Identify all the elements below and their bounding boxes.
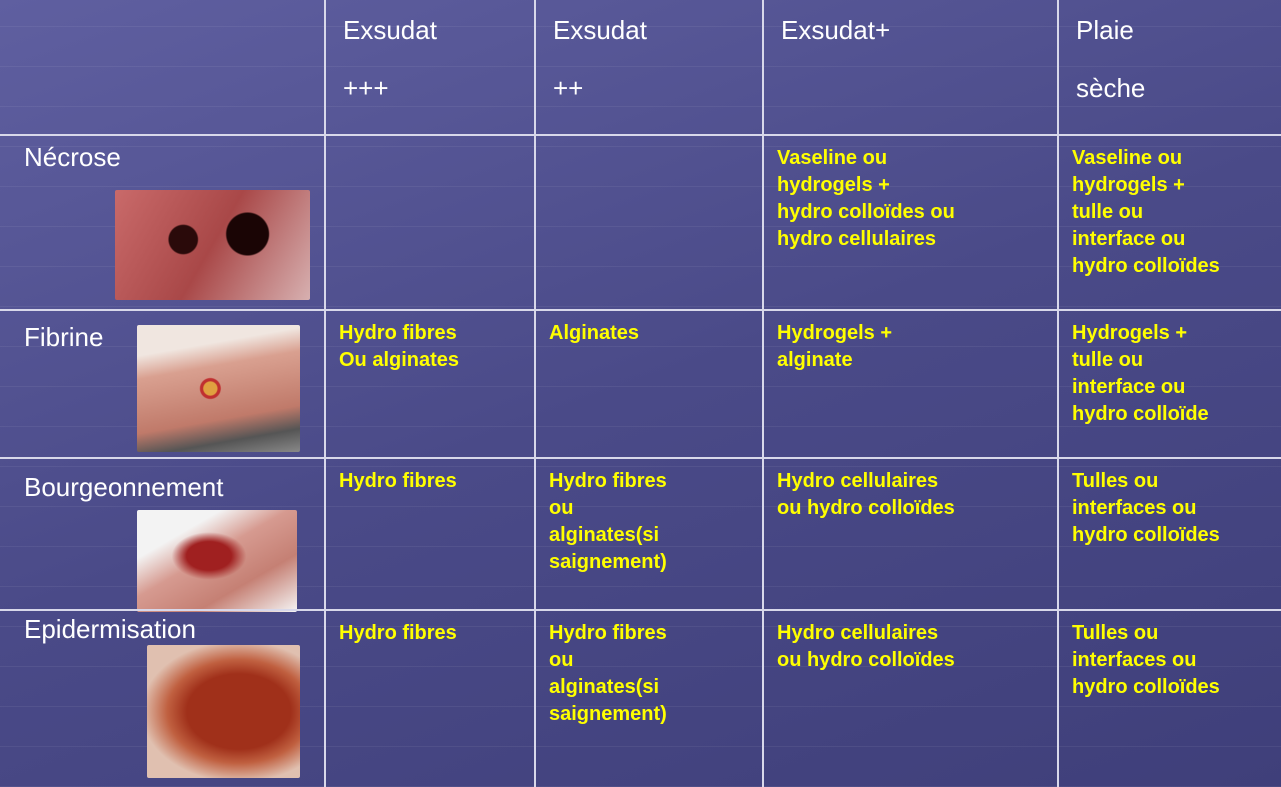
cell-text: hydrogels + <box>777 174 890 196</box>
cell-text: interface ou <box>1072 228 1186 250</box>
header-text: ++ <box>553 73 584 103</box>
cell-text: Vaseline ou <box>1072 147 1183 169</box>
cell-text: saignement) <box>549 551 667 573</box>
cell-text: hydro colloïde <box>1072 403 1209 425</box>
cell-text: hydro colloïdes <box>1072 676 1220 698</box>
cell-text: Ou alginates <box>339 349 460 371</box>
row-line <box>0 309 1281 311</box>
cell: Vaseline ou hydrogels + hydro colloïdes ou… <box>777 145 1058 308</box>
cell: Tulles ou interfaces ou hydro colloïdes <box>1072 468 1281 608</box>
photo-bourgeonnement <box>137 510 297 612</box>
row-line <box>0 609 1281 611</box>
cell: Tulles ou interfaces ou hydro colloïdes <box>1072 620 1281 785</box>
cell-text: Alginates <box>549 322 640 344</box>
header-text: Plaie <box>1076 15 1134 45</box>
cell-text: alginates(si <box>549 524 660 546</box>
column-line <box>762 0 764 787</box>
cell-text: Hydro fibres <box>549 622 667 644</box>
row-label: Bourgeonnement <box>24 472 224 502</box>
cell-text: Tulles ou <box>1072 470 1159 492</box>
cell <box>549 145 763 308</box>
cell: Alginates <box>549 320 763 456</box>
photo-fibrine <box>137 325 300 452</box>
cell: Hydro fibres <box>339 468 535 608</box>
cell: Hydrogels + tulle ou interface ou hydro col… <box>1072 320 1281 456</box>
cell: Vaseline ou hydrogels + tulle ou interface … <box>1072 145 1281 308</box>
cell: Hydrogels + alginate <box>777 320 1058 456</box>
photo-necrose <box>115 190 310 300</box>
header-text: Exsudat <box>553 15 647 45</box>
cell-text: Hydro fibres <box>339 322 457 344</box>
cell-text: Hydro fibres <box>339 470 457 492</box>
header-cell: Exsudat+ <box>781 10 1056 130</box>
cell-text: Hydro fibres <box>339 622 457 644</box>
cell-text: ou hydro colloïdes <box>777 649 955 671</box>
column-line <box>1057 0 1059 787</box>
column-line <box>534 0 536 787</box>
cell-text: alginates(si <box>549 676 660 698</box>
cell-text: alginate <box>777 349 853 371</box>
cell: Hydro fibres ou alginates(si saignement) <box>549 468 763 608</box>
cell-text: interface ou <box>1072 376 1186 398</box>
header-cell: Plaie sèche <box>1076 10 1279 130</box>
cell-text: hydro colloïdes ou <box>777 201 955 223</box>
cell-text: Hydro cellulaires <box>777 622 939 644</box>
cell: Hydro fibres Ou alginates <box>339 320 535 456</box>
cell-text: ou hydro colloïdes <box>777 497 955 519</box>
cell-text: tulle ou <box>1072 349 1144 371</box>
header-text: +++ <box>343 73 389 103</box>
cell: Hydro fibres ou alginates(si saignement) <box>549 620 763 785</box>
cell-text: ou <box>549 649 574 671</box>
header-text: Exsudat <box>343 15 437 45</box>
cell: Hydro cellulaires ou hydro colloïdes <box>777 620 1058 785</box>
cell-text: hydrogels + <box>1072 174 1185 196</box>
cell-text: Hydro cellulaires <box>777 470 939 492</box>
header-cell: Exsudat ++ <box>553 10 761 130</box>
cell <box>339 145 535 308</box>
column-line <box>324 0 326 787</box>
cell-text: Hydrogels + <box>1072 322 1188 344</box>
header-cell: Exsudat +++ <box>343 10 533 130</box>
cell-text: Hydro fibres <box>549 470 667 492</box>
cell-text: Hydrogels + <box>777 322 893 344</box>
cell-text: ou <box>549 497 574 519</box>
cell: Hydro cellulaires ou hydro colloïdes <box>777 468 1058 608</box>
cell-text: interfaces ou <box>1072 649 1197 671</box>
cell: Hydro fibres <box>339 620 535 785</box>
cell-text: hydro colloïdes <box>1072 524 1220 546</box>
header-text: sèche <box>1076 73 1146 103</box>
row-label: Nécrose <box>24 142 121 172</box>
cell-text: tulle ou <box>1072 201 1144 223</box>
row-label: Epidermisation <box>24 614 196 644</box>
header-text: Exsudat+ <box>781 15 891 45</box>
row-line <box>0 457 1281 459</box>
photo-epidermisation <box>147 645 300 778</box>
cell-text: Vaseline ou <box>777 147 888 169</box>
row-line <box>0 134 1281 136</box>
cell-text: saignement) <box>549 703 667 725</box>
cell-text: hydro colloïdes <box>1072 255 1220 277</box>
cell-text: interfaces ou <box>1072 497 1197 519</box>
row-label: Fibrine <box>24 322 104 352</box>
cell-text: hydro cellulaires <box>777 228 936 250</box>
cell-text: Tulles ou <box>1072 622 1159 644</box>
